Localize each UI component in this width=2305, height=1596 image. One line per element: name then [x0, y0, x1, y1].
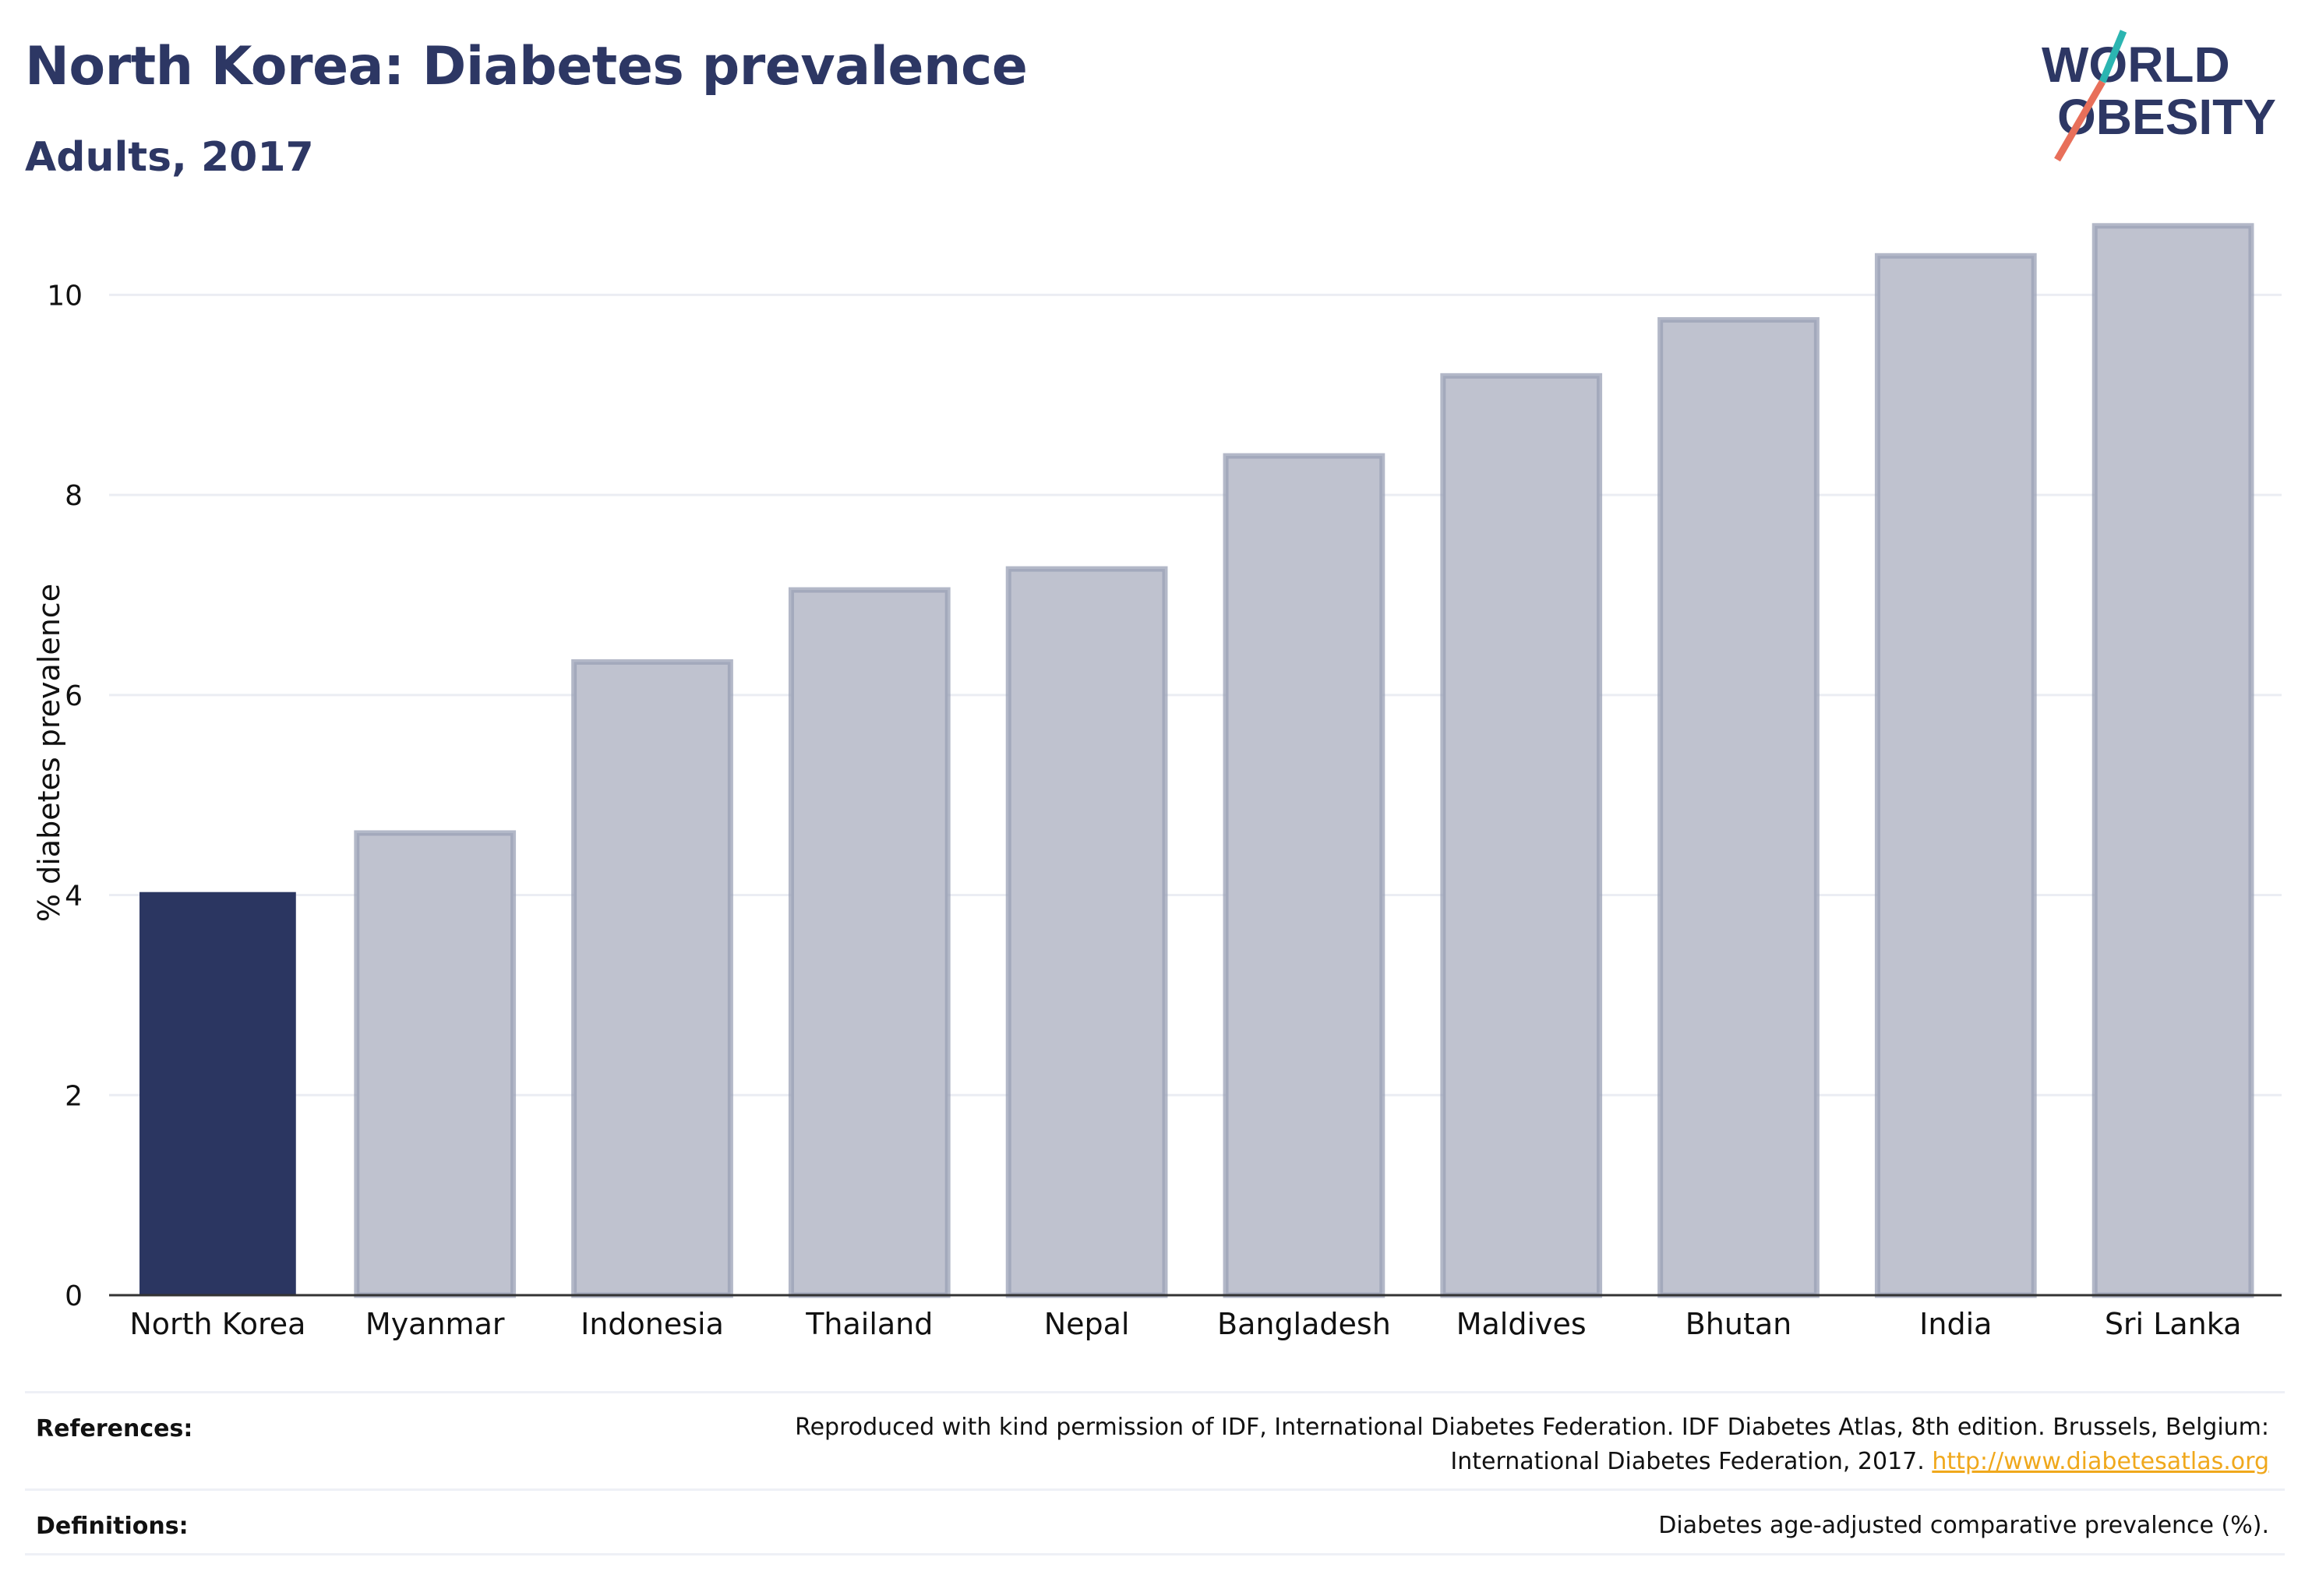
page-title: North Korea: Diabetes prevalence — [25, 36, 1028, 97]
footer-divider-middle — [25, 1488, 2285, 1491]
references-label: References: — [36, 1415, 193, 1442]
bar-thailand — [788, 587, 951, 1298]
bar-chart: 0 2 4 6 8 10 North Korea Myanmar Indonesia Thaila… — [32, 223, 2282, 1341]
x-tick-label-bangladesh: Bangladesh — [1217, 1307, 1391, 1341]
y-tick-label-2: 2 — [65, 1080, 83, 1112]
bars-layer — [139, 223, 2254, 1298]
y-axis-label: % diabetes prevalence — [32, 584, 66, 922]
bar-north-korea — [139, 892, 296, 1295]
logo-slash-coral — [2054, 79, 2106, 162]
references-line-2-text: International Diabetes Federation, 2017. — [1450, 1448, 1933, 1475]
references-link[interactable]: http://www.diabetesatlas.org — [1932, 1448, 2269, 1475]
axis-layer: 0 2 4 6 8 10 North Korea Myanmar Indonesia Thaila… — [47, 280, 2282, 1341]
x-tick-label-bhutan: Bhutan — [1686, 1307, 1792, 1341]
references-line-2: International Diabetes Federation, 2017.… — [795, 1445, 2269, 1479]
footer-divider-top — [25, 1391, 2285, 1393]
page-subtitle: Adults, 2017 — [25, 134, 314, 181]
bar-maldives — [1440, 373, 1603, 1298]
bar-indonesia — [571, 659, 733, 1298]
logo-slash-teal — [2099, 30, 2127, 83]
bar-myanmar — [354, 830, 517, 1298]
x-tick-label-myanmar: Myanmar — [365, 1307, 505, 1341]
bar-nepal — [1005, 566, 1168, 1298]
references-text: Reproduced with kind permission of IDF, … — [795, 1411, 2269, 1479]
bar-india — [1874, 252, 2037, 1298]
y-tick-label-6: 6 — [65, 680, 83, 712]
x-tick-label-indonesia: Indonesia — [581, 1307, 724, 1341]
bar-bhutan — [1657, 316, 1820, 1298]
bar-sri-lanka — [2091, 223, 2254, 1298]
footer-divider-bottom — [25, 1553, 2285, 1555]
x-tick-label-sri-lanka: Sri Lanka — [2105, 1307, 2242, 1341]
x-tick-label-maldives: Maldives — [1456, 1307, 1587, 1341]
definitions-text: Diabetes age-adjusted comparative preval… — [1658, 1512, 2269, 1539]
x-tick-label-north-korea: North Korea — [129, 1307, 305, 1341]
x-tick-label-india: India — [1919, 1307, 1992, 1341]
references-line-1: Reproduced with kind permission of IDF, … — [795, 1414, 2269, 1441]
world-obesity-logo: WORLD OBESITY — [2042, 30, 2276, 162]
y-tick-label-0: 0 — [65, 1280, 83, 1312]
logo-line-1: WORLD — [2042, 37, 2230, 93]
y-tick-label-10: 10 — [47, 280, 83, 312]
y-tick-label-8: 8 — [65, 480, 83, 512]
x-tick-label-thailand: Thailand — [805, 1307, 933, 1341]
x-tick-label-nepal: Nepal — [1044, 1307, 1130, 1341]
definitions-label: Definitions: — [36, 1513, 189, 1540]
y-tick-label-4: 4 — [65, 881, 83, 913]
bar-bangladesh — [1223, 453, 1385, 1298]
